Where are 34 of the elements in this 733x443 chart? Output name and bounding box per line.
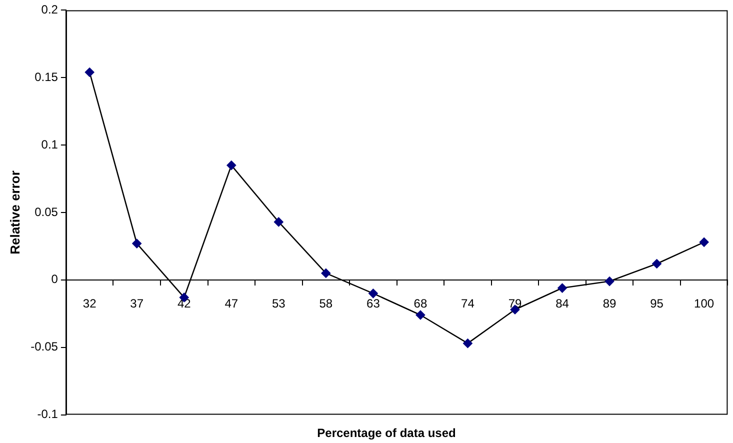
y-tick-label: 0 [51,272,58,286]
y-tick-label: 0.1 [41,137,58,152]
x-tick-label: 68 [414,296,428,310]
x-tick-label: 74 [461,296,475,310]
x-tick-label: 37 [130,296,144,310]
point [226,160,236,170]
point [604,276,614,286]
x-tick-label: 47 [224,296,238,310]
x-tick-label: 32 [82,296,97,310]
y-tick-label: 0.2 [41,2,58,17]
x-tick-label: 89 [602,296,617,310]
y-axis-title: Relative error [7,170,22,254]
x-tick-label: 79 [508,296,522,310]
x-axis-title: Percentage of data used [316,425,457,441]
point [321,268,331,278]
x-tick-label: 95 [650,296,664,310]
point [699,238,709,247]
y-tick-label: 0.05 [34,204,58,219]
point [416,310,426,320]
point [368,288,378,298]
x-tick-label: 100 [694,296,714,310]
point [274,217,284,227]
y-tick-label: -0.05 [30,340,58,354]
x-tick-label: 63 [366,296,380,310]
y-tick-label: -0.1 [37,407,58,422]
point [652,259,662,268]
y-tick-label: 0.15 [34,70,58,84]
point [132,238,142,248]
x-tick-label: 84 [556,296,570,310]
x-tick-label: 58 [319,296,333,310]
point [558,283,567,293]
x-tick-label: 53 [272,296,286,310]
point [84,68,94,77]
point [463,338,472,348]
